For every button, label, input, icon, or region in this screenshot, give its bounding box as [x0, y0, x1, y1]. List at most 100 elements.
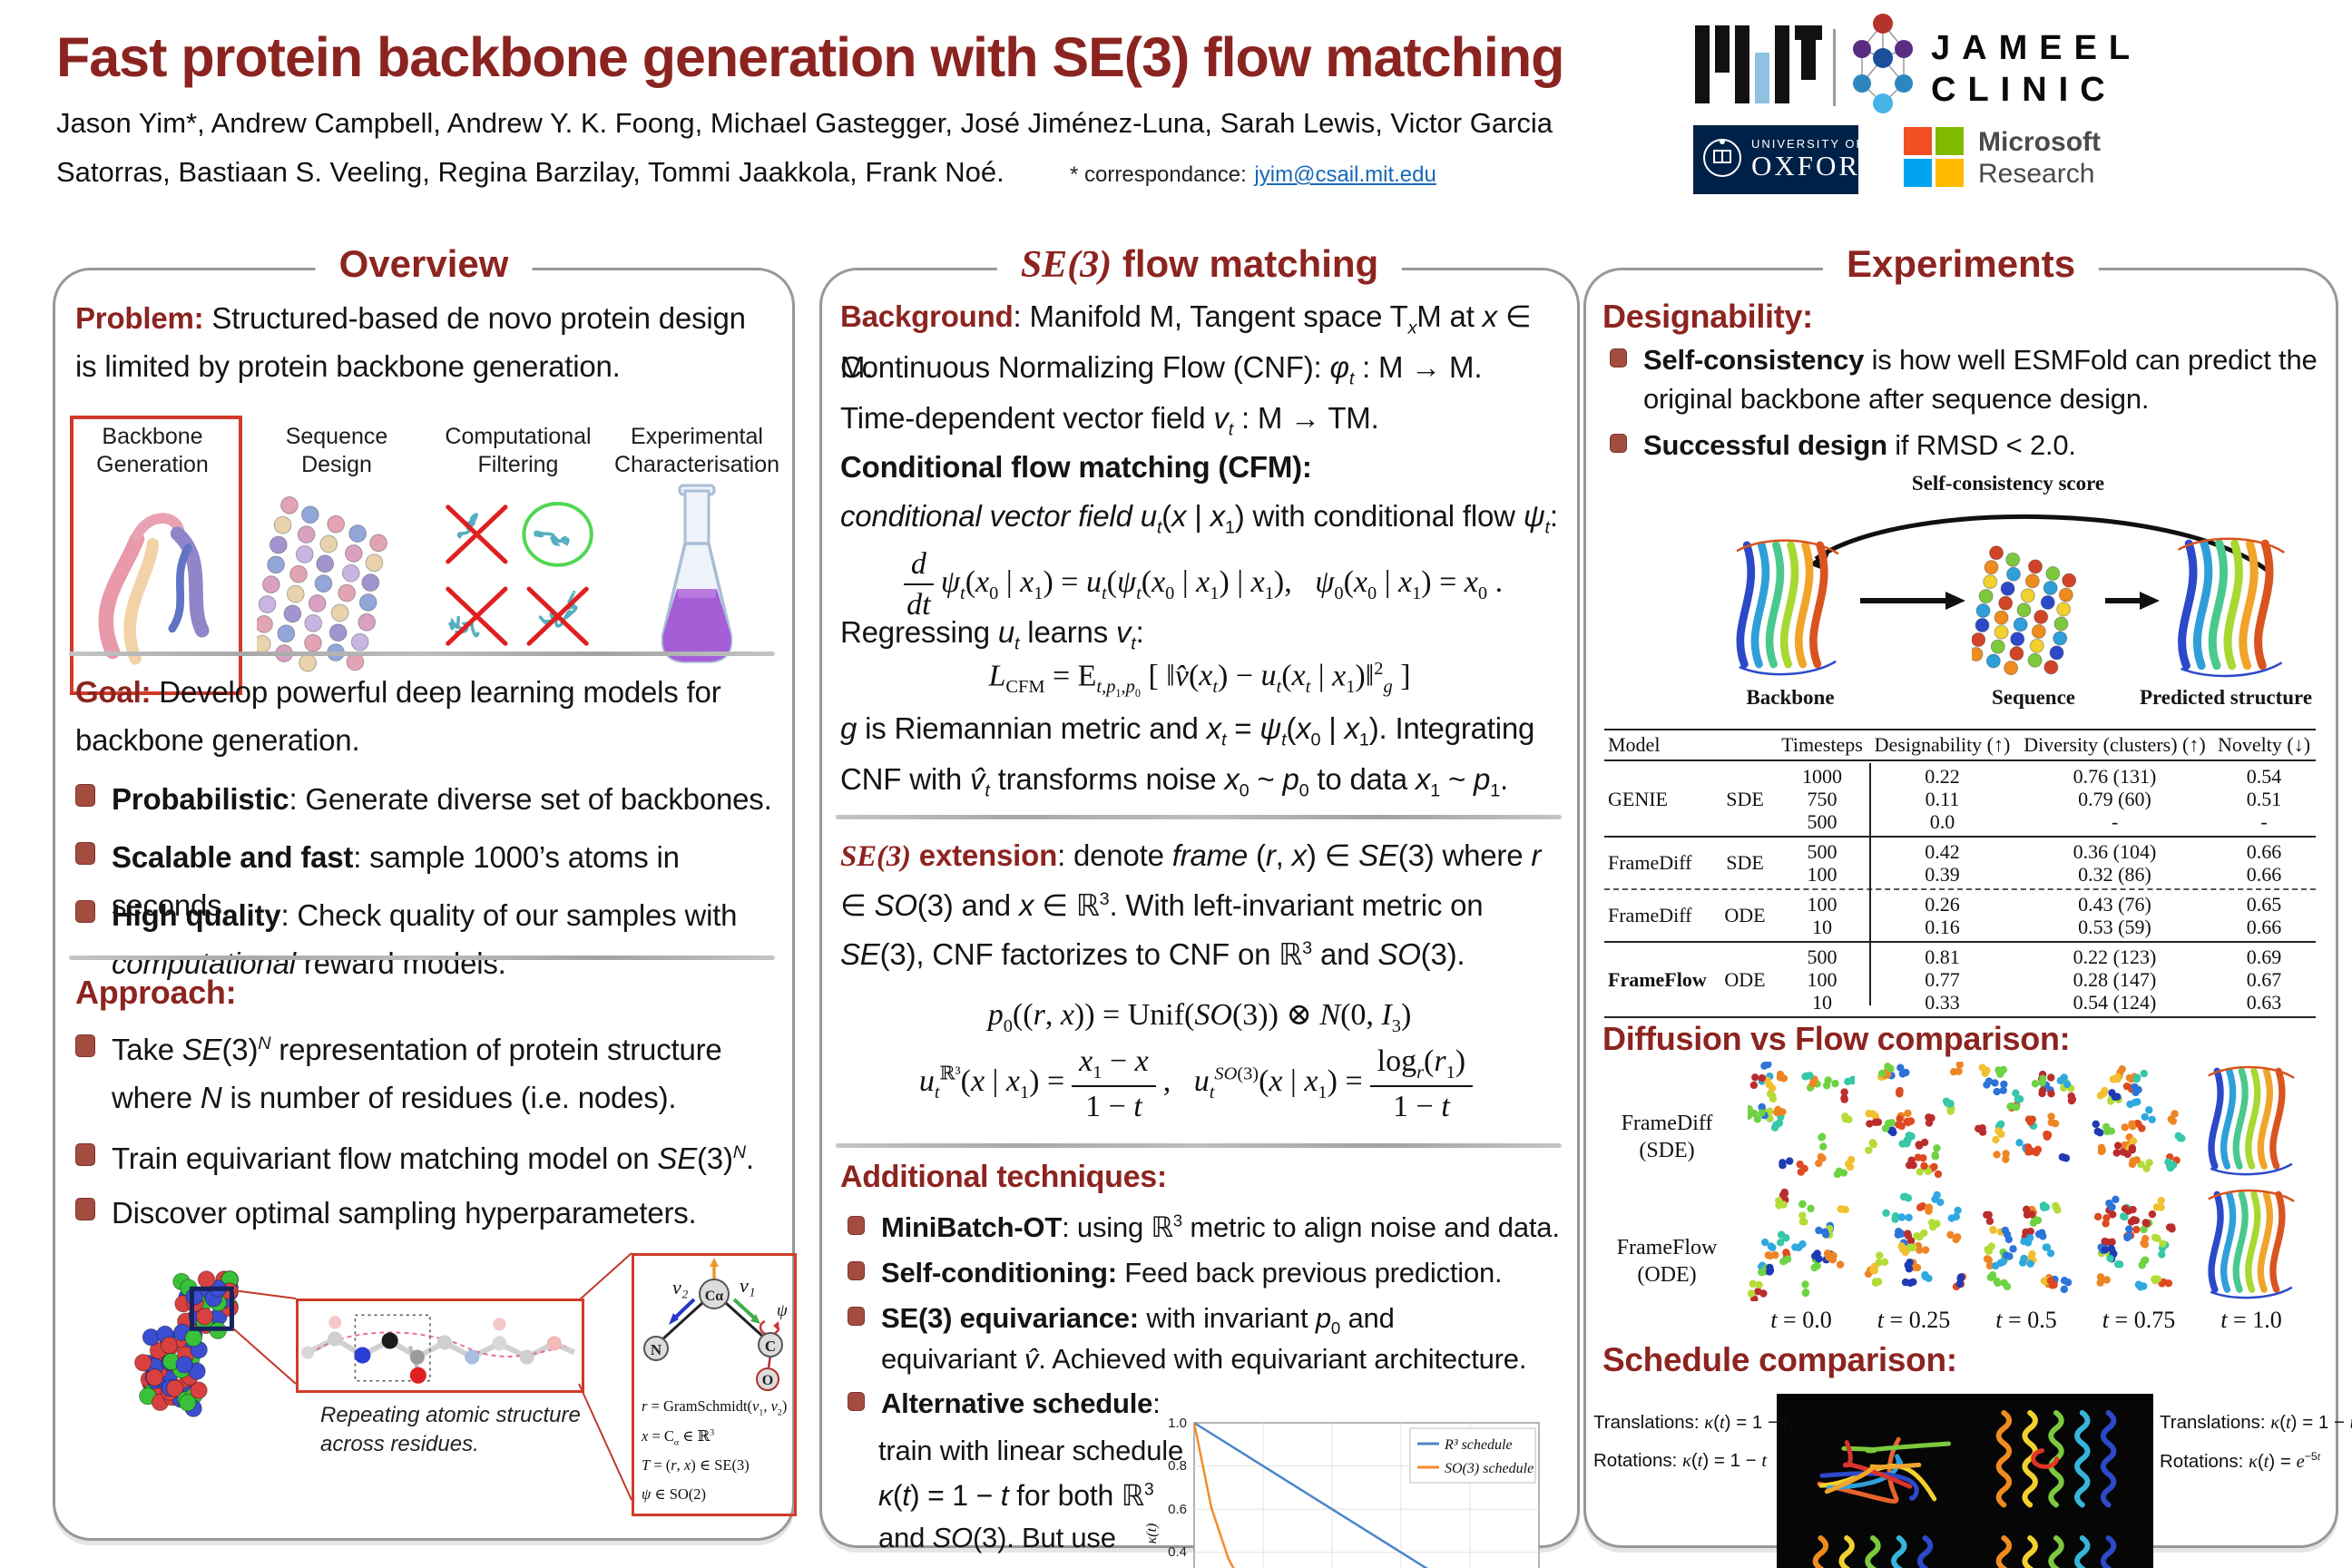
alt-schedule-line-4: exponential schedule: [867, 1563, 1128, 1568]
so3-fraction: logr(r1) 1 − t: [1369, 1044, 1474, 1124]
table-cell: 0.66: [2246, 862, 2282, 886]
self-consistency-title: Self-consistency score: [1911, 472, 2105, 495]
frameflow-sample-t05: [1973, 1185, 2080, 1301]
bullet-text: High quality: Check quality of our sampl…: [112, 898, 738, 981]
table-cell: 100: [1807, 862, 1838, 886]
schedule-render-exp10: [1786, 1526, 1960, 1568]
table-cell: 0.54 (124): [2073, 990, 2157, 1014]
table-cell: 0.51: [2246, 787, 2282, 810]
caption-line: across residues.: [320, 1432, 479, 1457]
frame-eq-4: ψ ∈ SO(2): [642, 1485, 707, 1504]
model-cell: GENIE: [1608, 787, 1668, 810]
overview-panel: Overview Problem: Structured-based de no…: [53, 241, 797, 1541]
frameflow-row-label: FrameFlow (ODE): [1599, 1234, 1735, 1289]
frac-den: 1 − t: [1085, 1090, 1142, 1124]
table-group-genie: GENIE SDE 1000 0.22 0.76 (131) 0.54 750 0.11…: [1604, 765, 2316, 833]
section-divider: [836, 1143, 1562, 1148]
ddt-fraction: d dt: [903, 546, 934, 622]
table-cell: 1000: [1802, 764, 1842, 788]
bullet-text: Successful design if RMSD < 2.0.: [1643, 429, 2076, 461]
table-cell: 0.77: [1925, 967, 1960, 991]
bullet-square-icon: [75, 1198, 95, 1220]
frame-eq-1: r = GramSchmidt(v1, v2): [642, 1397, 788, 1418]
v1-label: v₁: [740, 1274, 755, 1297]
table-cell: 0.79 (60): [2078, 787, 2151, 810]
correspondence-email-link[interactable]: jyim@csail.mit.edu: [1254, 162, 1436, 187]
flow-matching-panel: SE(3) flow matching Background: Manifold…: [819, 241, 1580, 1568]
atomic-chain-illustration: [301, 1314, 576, 1384]
pipeline-label: Sequence: [285, 424, 388, 449]
approach-bullet-2: Train equivariant flow matching model on…: [75, 1134, 776, 1182]
bullet-text: Scalable and fast: sample 1000’s atoms i…: [112, 840, 680, 923]
bullet-square-icon: [75, 1034, 95, 1057]
col-header-model: Model: [1608, 733, 1661, 756]
jameel-clinic-wordmark-line2: CLINIC: [1931, 71, 2117, 109]
oxford-crest-icon: [1702, 132, 1742, 188]
method-cell: ODE: [1724, 904, 1766, 926]
se3-extension-text: : denote frame (r, x) ∈ SE(3) where r ∈ …: [840, 838, 1542, 971]
table-bottom-rule: [1604, 1016, 2316, 1018]
table-cell: 0.32 (86): [2078, 862, 2151, 886]
bullet-text: Take SE(3)N representation of protein st…: [112, 1033, 722, 1115]
table-cell: 0.66: [2246, 915, 2282, 938]
node-ca-label: Cα: [705, 1289, 724, 1304]
backbone-to-sequence-arrow: [1860, 592, 1965, 610]
t-label-1: t = 0.25: [1877, 1307, 1951, 1333]
flask-icon: [629, 481, 765, 673]
background-label: Background: [840, 299, 1014, 333]
goal-bullet-scalable: Scalable and fast: sample 1000’s atoms i…: [75, 833, 776, 930]
table-cell: 0.33: [1925, 990, 1960, 1014]
method-cell: SDE: [1726, 851, 1764, 874]
pipeline-step-computational-filtering: Computational Filtering: [432, 423, 604, 480]
goal-label: Goal:: [75, 675, 152, 709]
frame-equations: r = GramSchmidt(v1, v2) x = Cα ∈ ℝ3 T = …: [642, 1392, 789, 1510]
pipeline-label: Computational: [445, 424, 592, 449]
y-tick: 0.4: [1168, 1544, 1187, 1560]
table-cell: 100: [1807, 892, 1838, 916]
problem-text: Structured-based de novo protein design …: [75, 301, 746, 384]
bullet-text: MiniBatch-OT: using ℝ3 metric to align n…: [881, 1210, 1560, 1243]
bullet-text: Discover optimal sampling hyperparameter…: [112, 1196, 697, 1230]
row-label-line: (SDE): [1639, 1139, 1695, 1162]
mit-logo-icon: [1695, 25, 1831, 105]
sequence-beads-icon: [1968, 539, 2095, 677]
table-cell: 750: [1807, 787, 1838, 810]
table-cell: -: [2260, 809, 2268, 833]
bullet-square-icon: [848, 1261, 865, 1280]
atomic-structure-caption: Repeating atomic structure across residu…: [320, 1401, 602, 1460]
annotation-right-top-translations: Translations: κ(t) = 1 − t,: [2160, 1412, 2352, 1433]
pipeline-step-sequence-design: Sequence Design: [250, 423, 423, 480]
flow-matching-heading: SE(3) flow matching: [996, 241, 1403, 289]
goal-text: Develop powerful deep learning models fo…: [75, 675, 721, 758]
experiments-panel: Experiments Designability: Self-consiste…: [1583, 241, 2352, 1568]
research-text: Research: [1978, 158, 2095, 189]
table-cell: 500: [1807, 809, 1838, 833]
table-cell: 0.69: [2246, 945, 2282, 968]
computational-filtering-illustration: [433, 490, 602, 661]
logo-divider: [1833, 29, 1836, 106]
y-tick: 1.0: [1168, 1416, 1187, 1431]
problem-statement: Problem: Structured-based de novo protei…: [75, 294, 772, 391]
table-dashed-separator: [1604, 888, 2316, 890]
method-cell: SDE: [1726, 787, 1764, 810]
y-tick: 0.6: [1168, 1502, 1187, 1517]
background-line-2: Continuous Normalizing Flow (CNF): φt : …: [840, 350, 1483, 389]
pipeline-label: Backbone: [102, 424, 203, 449]
framediff-sample-t10: [2198, 1062, 2305, 1178]
bullet-square-icon: [848, 1307, 865, 1326]
node-o-label: O: [762, 1373, 773, 1388]
frac-den: dt: [906, 588, 931, 622]
jameel-clinic-wordmark-line1: JAMEEL: [1931, 29, 2142, 67]
table-cell: -: [2111, 809, 2119, 833]
backbone-ribbon-illustration: [83, 488, 223, 674]
oxford-wordmark: OXFORD: [1751, 150, 1884, 182]
table-cell: 0.65: [2246, 892, 2282, 916]
section-divider: [69, 652, 775, 656]
t-label-3: t = 0.75: [2102, 1307, 2176, 1333]
goal-bullet-probabilistic: Probabilistic: Generate diverse set of b…: [75, 775, 776, 823]
bullet-square-icon: [75, 1143, 95, 1166]
authors-line-1: Jason Yim*, Andrew Campbell, Andrew Y. K…: [56, 107, 1553, 139]
table-cell: 0.0: [1929, 809, 1955, 833]
bullet-text: SE(3) equivariance: with invariant p0 an…: [881, 1302, 1527, 1375]
